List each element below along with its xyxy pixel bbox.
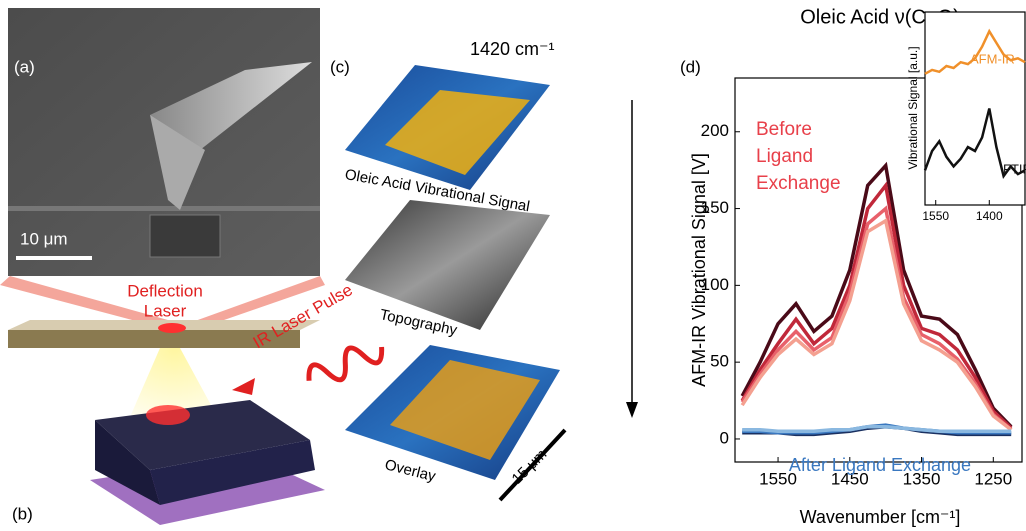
panel-label: (b) (12, 504, 33, 523)
sample (150, 215, 220, 257)
laser-label: Deflection (127, 281, 203, 300)
x-axis-label: Wavenumber [cm⁻¹] (800, 507, 961, 527)
annotation: Before (756, 119, 812, 140)
scale-label: 15 μm (509, 446, 551, 488)
ir-pulse (304, 336, 387, 392)
wavenumber-label: 1420 cm⁻¹ (470, 39, 555, 59)
y-tick-label: 50 (710, 352, 729, 371)
panel-label: (c) (330, 57, 350, 76)
series-line (742, 221, 1011, 430)
hot-spot (146, 405, 190, 425)
x-tick-label: 1250 (974, 469, 1012, 488)
series-line (742, 186, 1011, 429)
annotation: Exchange (756, 173, 841, 194)
legend-label: AFM-IR (970, 51, 1015, 66)
arrow-head (626, 402, 638, 418)
y-tick-label: 200 (701, 121, 729, 140)
y-axis-label: Vibrational Signal [a.u.] (906, 46, 920, 169)
ir-arrow (232, 378, 255, 395)
y-axis-label: AFM-IR Vibrational Signal [V] (689, 153, 709, 387)
substrate-edge (8, 206, 320, 211)
x-tick-label: 1550 (922, 209, 949, 223)
panel-label: (d) (680, 57, 701, 76)
annotation: Ligand (756, 146, 813, 167)
scale-label: 10 μm (20, 229, 68, 248)
laser-label: Laser (144, 301, 187, 320)
annotation: After Ligand Exchange (789, 455, 971, 475)
topography-map (345, 200, 550, 330)
y-tick-label: 0 (720, 428, 729, 447)
legend-label: FTIR (1003, 161, 1026, 176)
map-label: Overlay (383, 456, 438, 485)
panel-label: (a) (14, 57, 35, 76)
figure: (a) 10 μm Deflection Laser IR Laser Puls… (0, 0, 1026, 531)
laser-spot (158, 323, 186, 333)
x-tick-label: 1400 (976, 209, 1003, 223)
